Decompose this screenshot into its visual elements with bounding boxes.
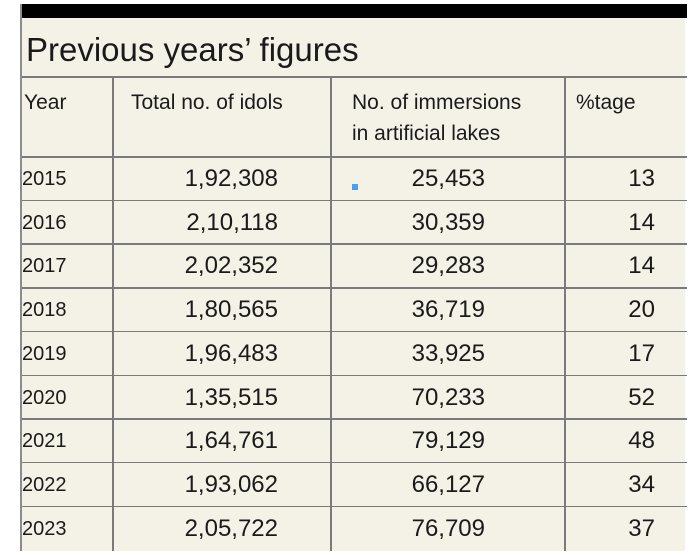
row-rule <box>22 461 687 464</box>
year-cell: 2022 <box>22 473 67 496</box>
immersions-cell: 36,719 <box>411 296 485 324</box>
percentage-cell: 14 <box>628 252 655 280</box>
percentage-cell: 13 <box>628 165 655 192</box>
row-rule <box>22 418 687 420</box>
immersions-cell: 33,925 <box>411 339 485 367</box>
percentage-cell: 20 <box>628 296 655 324</box>
year-cell: 2017 <box>22 255 67 278</box>
immersions-cell: 70,233 <box>411 383 485 411</box>
year-cell: 2023 <box>22 517 67 540</box>
percentage-cell: 14 <box>628 208 655 236</box>
year-cell: 2018 <box>22 299 67 322</box>
top-bar <box>22 4 687 18</box>
header-total-idols: Total no. of idols <box>131 91 283 114</box>
title-rule <box>22 76 687 78</box>
total-idols-cell: 1,96,483 <box>184 339 278 367</box>
year-cell: 2020 <box>22 386 67 409</box>
row-rule <box>22 199 687 202</box>
percentage-cell: 37 <box>628 514 655 542</box>
total-idols-cell: 2,05,722 <box>184 514 278 542</box>
immersions-cell: 30,359 <box>411 208 485 236</box>
year-cell: 2016 <box>22 211 67 234</box>
table-title: Previous years’ figures <box>26 31 359 68</box>
row-rule <box>22 243 687 245</box>
immersions-cell: 76,709 <box>411 514 485 542</box>
header-year: Year <box>24 91 67 114</box>
year-cell: 2019 <box>22 342 67 365</box>
column-rule-1 <box>112 76 114 551</box>
year-cell: 2015 <box>22 168 67 190</box>
column-rule-2 <box>330 76 332 551</box>
header-rule <box>22 156 687 158</box>
percentage-cell: 52 <box>628 383 655 411</box>
immersions-cell: 29,283 <box>411 252 485 280</box>
percentage-cell: 17 <box>628 339 655 367</box>
total-idols-cell: 1,80,565 <box>184 296 278 324</box>
row-rule <box>22 330 687 333</box>
total-idols-cell: 1,92,308 <box>184 165 278 192</box>
percentage-cell: 34 <box>628 470 655 498</box>
total-idols-cell: 1,64,761 <box>184 427 278 455</box>
immersions-cell: 79,129 <box>411 427 485 455</box>
total-idols-cell: 1,35,515 <box>184 383 278 411</box>
immersions-cell: 66,127 <box>411 470 485 498</box>
header-percentage: %tage <box>576 91 636 114</box>
header-immersions-line2: in artificial lakes <box>352 122 501 145</box>
header-immersions-line1: No. of immersions <box>352 91 522 114</box>
column-rule-3 <box>564 76 566 551</box>
total-idols-cell: 2,02,352 <box>184 252 278 280</box>
row-rule <box>22 287 687 289</box>
year-cell: 2021 <box>22 430 67 453</box>
table-card: Previous years’ figures Year Total no. o… <box>20 4 687 551</box>
total-idols-cell: 2,10,118 <box>186 208 278 236</box>
total-idols-cell: 1,93,062 <box>184 470 278 498</box>
percentage-cell: 48 <box>628 427 655 455</box>
row-rule <box>22 374 687 376</box>
immersions-cell: 25,453 <box>411 165 485 192</box>
blue-marker <box>352 184 358 190</box>
row-rule <box>22 505 687 508</box>
